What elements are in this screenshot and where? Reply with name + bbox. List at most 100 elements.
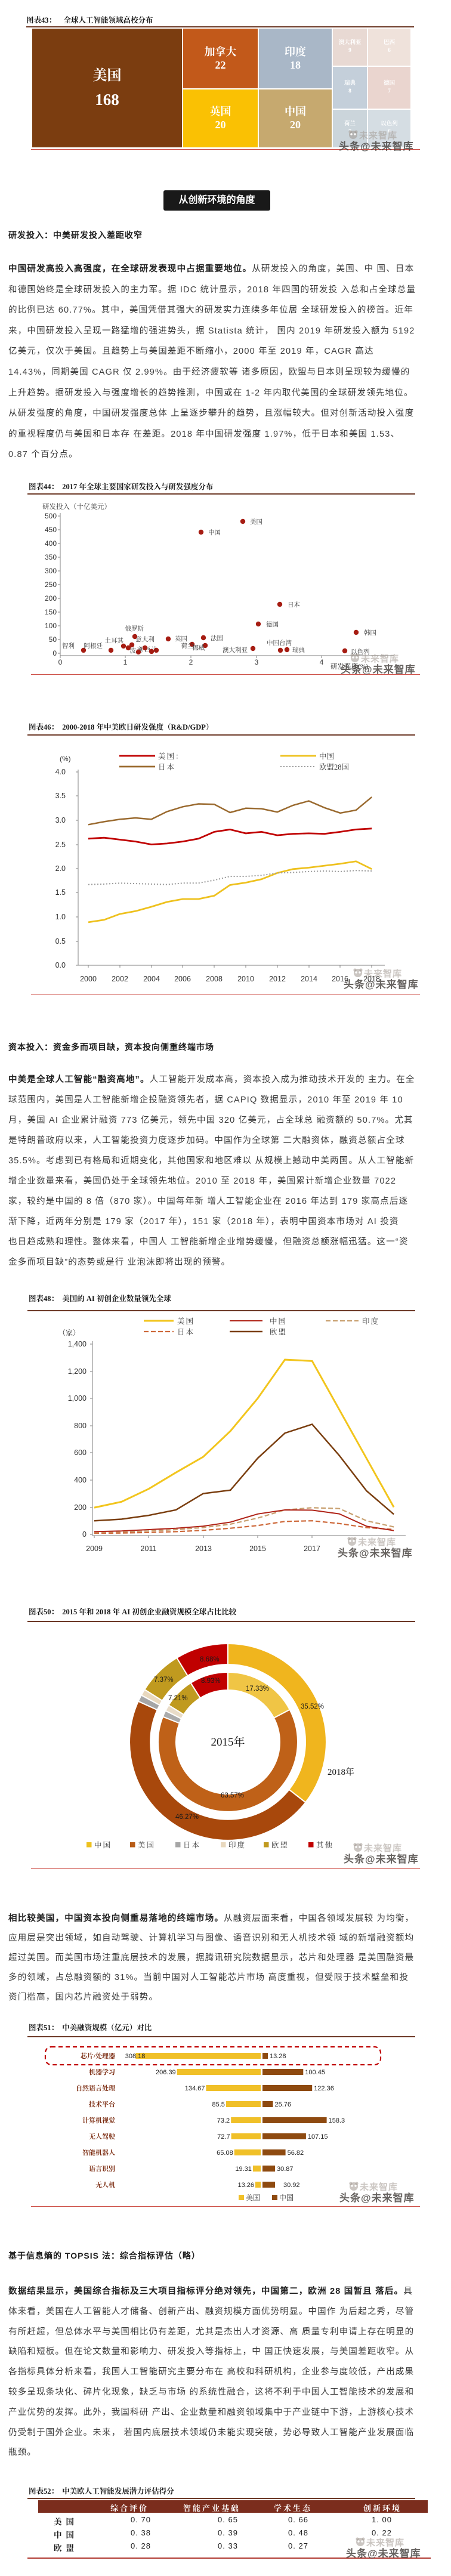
svg-text:3: 3 [255,658,259,666]
svg-text:400: 400 [74,1476,87,1484]
svg-text:语言识别: 语言识别 [89,2164,115,2173]
svg-text:2014: 2014 [301,975,317,983]
svg-text:30.87: 30.87 [277,2166,294,2173]
svg-text:17.33%: 17.33% [246,1685,269,1692]
svg-text:1.0: 1.0 [55,913,66,921]
svg-text:澳大利亚: 澳大利亚 [223,646,248,654]
svg-text:200: 200 [45,594,57,603]
svg-text:1.5: 1.5 [55,888,66,897]
svg-text:800: 800 [74,1422,87,1430]
svg-text:2011: 2011 [141,1545,157,1553]
svg-text:中国: 中国 [94,1840,112,1849]
svg-text:印度: 印度 [228,1840,246,1849]
svg-text:134.67: 134.67 [185,2085,205,2092]
svg-text:72.7: 72.7 [217,2133,230,2141]
svg-text:500: 500 [45,512,57,520]
svg-text:13.28: 13.28 [270,2053,286,2060]
svg-text:50: 50 [49,635,57,644]
svg-text:0: 0 [52,649,57,657]
svg-text:206.39: 206.39 [156,2069,176,2076]
svg-text:技术平台: 技术平台 [89,2100,116,2108]
svg-text:3.5: 3.5 [55,792,66,800]
svg-text:其他: 其他 [316,1840,333,1849]
svg-text:250: 250 [45,580,57,589]
svg-text:欧盟28国: 欧盟28国 [319,763,349,771]
svg-text:2018: 2018 [363,975,380,983]
svg-text:1,000: 1,000 [68,1394,87,1403]
svg-text:100.45: 100.45 [305,2069,325,2076]
svg-text:法国: 法国 [211,634,223,642]
svg-text:德国: 德国 [266,620,279,628]
svg-text:200: 200 [74,1503,87,1512]
svg-text:研发强度(%): 研发强度(%) [330,662,368,671]
svg-text:2002: 2002 [112,975,128,983]
svg-text:计算机视觉: 计算机视觉 [82,2116,115,2124]
svg-text:2009: 2009 [86,1545,103,1553]
svg-text:2.0: 2.0 [55,864,66,873]
svg-text:600: 600 [74,1448,87,1457]
svg-text:2.5: 2.5 [55,841,66,849]
svg-text:25.76: 25.76 [275,2101,292,2108]
svg-text:中国: 中国 [279,2193,294,2202]
svg-text:2000: 2000 [80,975,97,983]
svg-text:英国: 英国 [175,635,187,643]
svg-text:美国: 美国 [246,2194,260,2202]
svg-text:中国: 中国 [319,752,334,761]
svg-text:2010: 2010 [237,975,254,983]
svg-text:机器学习: 机器学习 [89,2068,115,2076]
svg-text:2012: 2012 [269,975,286,983]
svg-text:挪威: 挪威 [193,644,205,651]
svg-text:65.08: 65.08 [217,2149,233,2157]
svg-text:2018年: 2018年 [328,1766,354,1777]
svg-text:450: 450 [45,526,57,534]
svg-text:2016: 2016 [332,975,348,983]
svg-text:35.52%: 35.52% [301,1703,324,1710]
svg-text:7.21%: 7.21% [168,1695,188,1702]
svg-text:150: 150 [45,608,57,616]
svg-text:美国：: 美国： [158,752,184,761]
svg-text:0: 0 [82,1530,87,1539]
svg-text:无人机: 无人机 [95,2180,115,2189]
svg-text:8.68%: 8.68% [200,1656,220,1663]
svg-text:中国: 中国 [208,529,221,536]
svg-text:中国台湾: 中国台湾 [267,639,292,647]
svg-text:美国: 美国 [177,1317,194,1326]
svg-text:韩国: 韩国 [364,629,376,637]
svg-text:4.0: 4.0 [55,768,66,776]
svg-text:8.93%: 8.93% [201,1678,221,1685]
svg-text:4: 4 [320,658,324,666]
svg-text:印度: 印度 [362,1317,379,1326]
svg-text:2: 2 [189,658,193,666]
svg-text:46.27%: 46.27% [175,1814,199,1821]
svg-text:122.36: 122.36 [314,2085,334,2092]
svg-text:0.0: 0.0 [55,961,66,969]
svg-text:85.5: 85.5 [212,2101,224,2108]
svg-text:2017: 2017 [304,1545,320,1553]
svg-text:中国: 中国 [270,1317,287,1326]
svg-text:自然语言处理: 自然语言处理 [76,2084,115,2092]
svg-text:2015: 2015 [249,1545,266,1553]
svg-text:欧盟: 欧盟 [270,1328,287,1336]
svg-text:1: 1 [123,658,128,666]
svg-text:土耳其: 土耳其 [105,637,124,644]
svg-text:欧盟: 欧盟 [271,1841,289,1849]
svg-text:2013: 2013 [195,1545,212,1553]
svg-text:日本: 日本 [183,1840,200,1849]
svg-text:158.3: 158.3 [329,2117,345,2124]
svg-text:日本: 日本 [288,601,300,609]
svg-text:73.2: 73.2 [217,2117,230,2124]
svg-text:芯片/处理器: 芯片/处理器 [80,2052,115,2060]
svg-text:300: 300 [45,567,57,575]
svg-text:13.26: 13.26 [237,2182,254,2189]
svg-text:日本: 日本 [177,1327,194,1336]
svg-text:0: 0 [58,658,63,666]
svg-text:意大利: 意大利 [135,635,155,643]
svg-text:俄罗斯: 俄罗斯 [125,625,144,632]
svg-text:2008: 2008 [206,975,223,983]
svg-text:19.31: 19.31 [235,2166,252,2173]
svg-text:1,200: 1,200 [68,1367,87,1376]
svg-text:1,400: 1,400 [68,1340,87,1348]
svg-text:2006: 2006 [174,975,191,983]
svg-text:400: 400 [45,539,57,548]
svg-text:阿根廷: 阿根廷 [84,642,103,650]
